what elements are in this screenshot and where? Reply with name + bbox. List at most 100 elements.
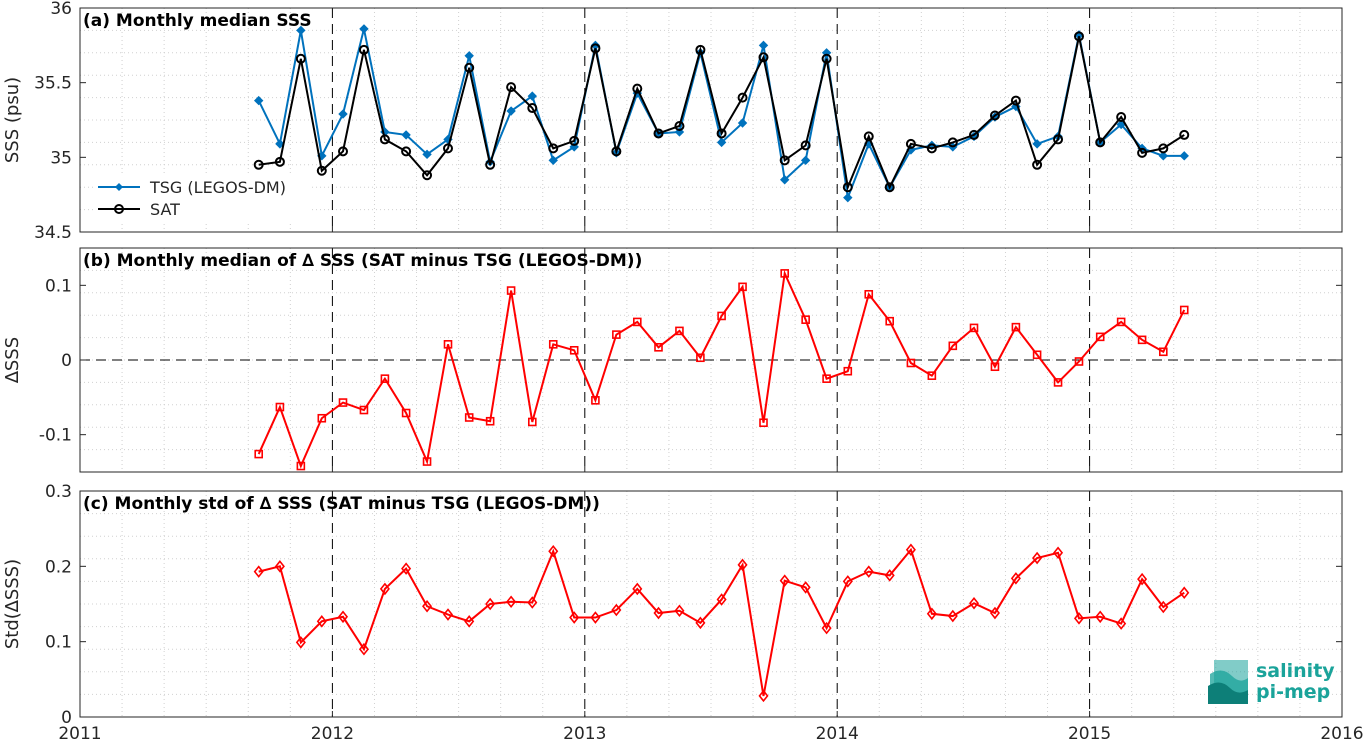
data-point: [1179, 305, 1189, 315]
grid: [80, 8, 1342, 232]
data-point: [274, 156, 285, 167]
data-point: [695, 616, 706, 630]
data-point: [969, 323, 979, 333]
data-point: [653, 606, 664, 620]
y-tick-label: 35.5: [34, 74, 72, 94]
data-point: [254, 449, 263, 459]
data-point: [989, 110, 1000, 121]
data-point: [506, 595, 517, 609]
y-tick-label: 0: [61, 351, 72, 371]
data-point: [506, 106, 516, 116]
panel-b: -0.1 0 0.1 ∆SSS (b) Monthly median of ∆ SSS …: [2, 247, 1343, 473]
y-tick-label: 0.3: [45, 482, 72, 502]
data-point: [989, 606, 1000, 620]
data-point: [695, 44, 706, 55]
data-point: [422, 457, 432, 466]
data-point: [1074, 357, 1084, 366]
data-point: [316, 165, 327, 176]
data-point: [1032, 551, 1043, 565]
data-point: [779, 175, 790, 185]
panel-title: (b) Monthly median of ∆ SSS (SAT minus T…: [83, 251, 642, 271]
data-point: [527, 91, 538, 101]
data-point: [253, 565, 264, 578]
data-point: [926, 143, 937, 154]
data-point: [737, 558, 748, 572]
data-point: [380, 374, 390, 383]
data-point: [422, 170, 433, 181]
data-point: [569, 345, 579, 355]
data-point: [1095, 332, 1105, 342]
data-point: [780, 269, 790, 278]
data-point: [253, 159, 264, 170]
legend-label: TSG (LEGOS-DM): [149, 178, 286, 197]
data-point: [738, 282, 747, 292]
data-point: [674, 120, 685, 131]
data-point: [548, 143, 559, 154]
data-point: [737, 118, 748, 128]
data-point: [401, 562, 412, 575]
data-point: [1116, 317, 1126, 327]
y-tick-label: 0.2: [45, 557, 72, 577]
data-point: [822, 374, 831, 383]
data-point: [442, 608, 454, 621]
data-point: [1159, 347, 1168, 357]
data-point: [401, 408, 411, 418]
data-point: [1073, 31, 1084, 42]
x-tick-label: 2014: [816, 724, 859, 744]
data-point: [674, 604, 685, 618]
data-point: [464, 413, 474, 422]
data-point: [906, 358, 916, 368]
data-point: [926, 607, 937, 621]
data-point: [464, 62, 475, 73]
data-point: [1095, 137, 1106, 148]
data-point: [1053, 546, 1064, 560]
data-point: [843, 192, 853, 203]
data-point: [1158, 143, 1169, 154]
data-point: [591, 396, 600, 405]
data-point: [758, 52, 769, 63]
data-point: [1010, 572, 1021, 585]
data-point: [717, 311, 726, 321]
data-point: [296, 25, 306, 36]
data-point: [506, 82, 517, 93]
y-tick-label: -0.1: [39, 426, 72, 446]
panel-title: (a) Monthly median SSS: [83, 11, 312, 31]
data-point: [569, 611, 580, 624]
data-point: [1137, 572, 1148, 586]
series-tsg-legos-dm-: [253, 24, 1189, 203]
legend-label: SAT: [150, 200, 180, 219]
data-point: [800, 140, 811, 151]
data-point: [632, 582, 643, 596]
data-point: [675, 326, 684, 336]
data-point: [548, 155, 558, 166]
data-point: [842, 575, 853, 588]
salinity-pi-mep-logo: salinity pi-mep: [1208, 660, 1335, 704]
data-point: [442, 143, 453, 154]
data-point: [821, 621, 832, 635]
y-tick-label: 36: [50, 0, 72, 19]
series-line: [258, 547, 1185, 697]
data-point: [317, 413, 327, 423]
data-point: [800, 581, 811, 594]
data-point: [779, 574, 790, 587]
data-point: [737, 92, 748, 103]
data-point: [884, 182, 895, 193]
data-point: [948, 341, 958, 351]
legend-marker: [114, 204, 124, 214]
axes-frame: [79, 490, 1343, 718]
data-point: [1053, 378, 1063, 387]
data-point: [1116, 617, 1127, 630]
series-line: [257, 269, 1186, 469]
data-point: [653, 128, 664, 139]
data-point: [611, 146, 622, 157]
x-tick-label: 2012: [311, 724, 354, 744]
data-point: [422, 149, 432, 160]
y-tick-label: 0.1: [45, 276, 72, 296]
data-point: [905, 138, 916, 149]
series-delta-1: [254, 269, 1189, 471]
data-point: [338, 109, 348, 119]
data-point: [528, 417, 537, 427]
y-tick-label: 0.1: [45, 633, 72, 653]
data-point: [1032, 350, 1042, 360]
panel-c: 0 0.1 0.2 0.3 2011 2012 2013 2014 2015 2016 Std(∆S…: [2, 482, 1364, 744]
